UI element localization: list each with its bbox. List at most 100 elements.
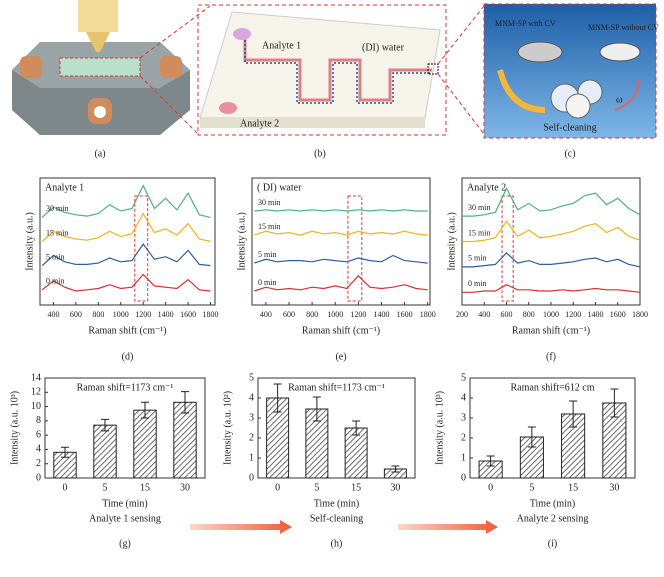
x-tick-label: 1600 bbox=[610, 310, 626, 319]
series-label: 30 min bbox=[468, 203, 490, 212]
x-tick-label: 30 bbox=[180, 482, 190, 493]
x-tick-label: 1200 bbox=[350, 310, 366, 319]
spectrum-line bbox=[462, 284, 641, 293]
x-tick-label: 600 bbox=[283, 310, 295, 319]
x-tick-label: 5 bbox=[529, 482, 534, 493]
flow-arrow bbox=[398, 520, 498, 534]
highlight-box bbox=[347, 195, 363, 302]
y-axis-label: Intensity (a.u. 10³) bbox=[9, 391, 20, 465]
bar bbox=[93, 424, 117, 479]
chart-title: Raman shift=1173 cm⁻¹ bbox=[77, 382, 174, 393]
error-bar bbox=[101, 418, 109, 432]
series-label: 15 min bbox=[468, 228, 490, 237]
x-axis-label: Raman shift (cm⁻¹) bbox=[512, 325, 590, 336]
x-tick-label: 600 bbox=[501, 310, 513, 319]
panel-label: (d) bbox=[122, 351, 134, 362]
y-axis-label: Intensity (a.u.) bbox=[24, 212, 35, 271]
series-label: 0 min bbox=[46, 277, 64, 286]
error-bar bbox=[569, 400, 578, 428]
illustration-label: MNM-SP with CV bbox=[495, 19, 556, 28]
error-bar bbox=[391, 465, 400, 473]
x-tick-label: 1400 bbox=[158, 310, 174, 319]
error-bar bbox=[61, 446, 69, 458]
error-bar bbox=[141, 401, 149, 419]
x-tick-label: 400 bbox=[478, 310, 490, 319]
spectrum-line bbox=[254, 209, 428, 212]
x-tick-label: 800 bbox=[92, 310, 104, 319]
error-bar bbox=[486, 455, 495, 467]
error-bar bbox=[181, 391, 189, 414]
error-bar bbox=[527, 426, 536, 448]
plot-frame bbox=[461, 177, 641, 306]
y-tick-label: 2 bbox=[36, 458, 41, 469]
highlight-box bbox=[501, 195, 514, 302]
plot-frame bbox=[469, 377, 636, 479]
zoom-line bbox=[139, 5, 211, 59]
spectrum-line bbox=[462, 186, 641, 217]
y-tick-label: 4 bbox=[461, 392, 466, 403]
x-tick-label: 1000 bbox=[113, 310, 129, 319]
annotation: Analyte 2 bbox=[467, 182, 506, 193]
caption: Analyte 2 sensing bbox=[517, 513, 589, 524]
y-tick-label: 8 bbox=[36, 415, 41, 426]
y-tick-label: 4 bbox=[36, 444, 41, 455]
spectrum-line bbox=[41, 273, 211, 292]
x-axis-label: Time (min) bbox=[102, 498, 147, 509]
highlight-box bbox=[134, 195, 149, 302]
spectrum-line bbox=[41, 242, 211, 267]
x-tick-label: 0 bbox=[275, 482, 280, 493]
x-tick-label: 30 bbox=[609, 482, 619, 493]
annotation: Analyte 1 bbox=[45, 182, 84, 193]
y-tick-label: 5 bbox=[249, 372, 254, 383]
x-tick-label: 1200 bbox=[135, 310, 151, 319]
plot-frame bbox=[257, 377, 416, 479]
spectrum-line bbox=[462, 220, 641, 243]
bar bbox=[173, 401, 197, 479]
x-tick-label: 1800 bbox=[203, 310, 219, 319]
series-label: 5 min bbox=[468, 254, 486, 263]
panel-label: (h) bbox=[331, 538, 343, 549]
x-tick-label: 1800 bbox=[420, 310, 436, 319]
cleaning-illustration bbox=[483, 3, 657, 139]
panel-label: (f) bbox=[546, 351, 556, 362]
illustration-label: (DI) water bbox=[362, 42, 405, 53]
plot-frame bbox=[44, 377, 206, 479]
x-tick-label: 1400 bbox=[588, 310, 604, 319]
illustration-label: ω bbox=[616, 94, 623, 105]
chart-title: Raman shift=612 cm bbox=[511, 382, 595, 393]
x-tick-label: 15 bbox=[140, 482, 150, 493]
panel-label: (a) bbox=[94, 148, 105, 159]
flow-arrow bbox=[190, 520, 292, 534]
x-tick-label: 400 bbox=[47, 310, 59, 319]
y-tick-label: 0 bbox=[249, 472, 254, 483]
x-tick-label: 5 bbox=[103, 482, 108, 493]
plot-frame bbox=[39, 177, 216, 306]
series-label: 5 min bbox=[46, 252, 64, 261]
series-label: 30 min bbox=[258, 198, 280, 207]
y-tick-label: 2 bbox=[249, 432, 254, 443]
series-label: 15 min bbox=[46, 228, 68, 237]
x-tick-label: 1000 bbox=[543, 310, 559, 319]
spectrum-line bbox=[41, 184, 211, 218]
x-tick-label: 5 bbox=[314, 482, 319, 493]
x-tick-label: 1400 bbox=[373, 310, 389, 319]
x-tick-label: 800 bbox=[306, 310, 318, 319]
illustration-label: Analyte 2 bbox=[240, 118, 279, 129]
annotation: ( DI) water bbox=[257, 182, 302, 193]
x-tick-label: 30 bbox=[390, 482, 400, 493]
x-tick-label: 15 bbox=[568, 482, 578, 493]
y-tick-label: 10 bbox=[31, 401, 41, 412]
caption: Self-cleaning bbox=[310, 513, 363, 524]
y-axis-label: Intensity (a.u.) bbox=[236, 212, 247, 271]
series-label: 0 min bbox=[258, 278, 276, 287]
y-tick-label: 12 bbox=[31, 387, 41, 398]
error-bar bbox=[352, 420, 361, 436]
y-tick-label: 3 bbox=[461, 412, 466, 423]
plot-frame bbox=[251, 177, 431, 306]
y-tick-label: 5 bbox=[461, 372, 466, 383]
spectrum-line bbox=[254, 274, 428, 292]
y-tick-label: 0 bbox=[36, 472, 41, 483]
x-axis-label: Time (min) bbox=[530, 498, 575, 509]
panel-label: (i) bbox=[548, 538, 557, 549]
